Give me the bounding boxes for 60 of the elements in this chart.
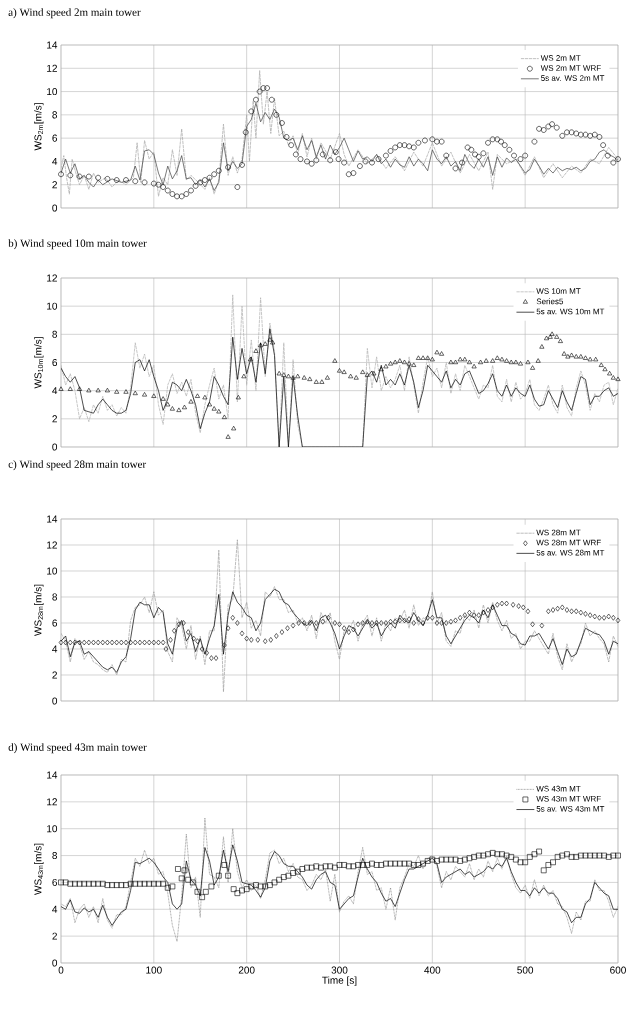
y-tick-label: 2 [52,671,57,679]
legend-label: WS 28m MT WRF [536,539,601,546]
y-tick-label: 8 [52,330,58,338]
legend-label: WS 2m MT [540,55,581,61]
y-tick-label: 14 [47,771,58,779]
legend-label: WS 43m MT WRF [536,795,601,802]
y-tick-label: 2 [52,932,57,940]
legend-label: WS 10m MT [536,288,581,294]
y-tick-label: 6 [52,358,58,367]
y-tick-label: 10 [47,825,58,833]
y-tick-label: 8 [52,852,58,860]
y-tick-label: 10 [47,302,58,310]
y-tick-label: 6 [52,134,58,142]
chart-title: a) Wind speed 2m main tower [8,8,141,19]
legend-label: 5s av. WS 43m MT [536,806,605,812]
y-tick-label: 4 [52,645,58,653]
legend-label: WS 2m MT WRF [540,65,601,71]
x-tick-label: 300 [331,966,348,974]
y-axis-title: WS$_{2m}$[m/s] [34,103,44,151]
y-tick-label: 2 [52,415,57,423]
y-tick-label: 6 [52,619,58,627]
y-tick-label: 12 [47,798,57,806]
legend-label: 5s av. WS 10m MT [536,308,605,315]
legend-label: 5s av. WS 2m MT [541,75,605,81]
y-tick-label: 12 [47,274,57,282]
chart-title: d) Wind speed 43m main tower [8,743,147,754]
chart-title: c) Wind speed 28m main tower [8,460,147,471]
x-axis-title: Time [s] [322,976,357,986]
legend-label: 5s av. WS 28m MT [536,549,605,556]
y-tick-label: 6 [52,878,58,886]
x-tick-label: 100 [146,966,162,974]
y-tick-label: 2 [52,181,57,189]
y-tick-label: 12 [47,64,57,72]
y-tick-label: 14 [47,515,58,523]
y-tick-label: 4 [52,905,58,913]
y-axis-title: WS$_{43m}$[m/s] [34,843,44,895]
y-tick-label: 0 [52,959,58,967]
y-tick-label: 8 [52,111,58,119]
y-axis-title: WS$_{28m}$[m/s] [34,584,44,636]
y-tick-label: 0 [52,204,58,212]
line-series [61,102,618,191]
y-tick-label: 10 [47,567,58,575]
y-tick-label: 12 [47,541,57,549]
legend-label: WS 43m MT [536,785,581,792]
chart-title: b) Wind speed 10m main tower [8,239,147,250]
y-tick-label: 4 [52,157,58,165]
x-tick-label: 0 [58,966,64,974]
y-tick-label: 0 [52,697,58,705]
y-tick-label: 8 [52,593,58,601]
y-tick-label: 10 [47,88,58,96]
y-tick-label: 14 [47,41,58,49]
x-tick-label: 400 [424,966,441,974]
x-tick-label: 200 [238,966,255,974]
x-tick-label: 600 [610,966,626,974]
y-axis-title: WS$_{10m}$[m/s] [34,337,44,389]
y-tick-label: 0 [52,443,58,451]
legend-label: WS 28m MT [536,529,581,536]
legend-label: Series5 [536,298,564,305]
y-tick-label: 4 [52,387,58,395]
x-tick-label: 500 [517,966,534,974]
